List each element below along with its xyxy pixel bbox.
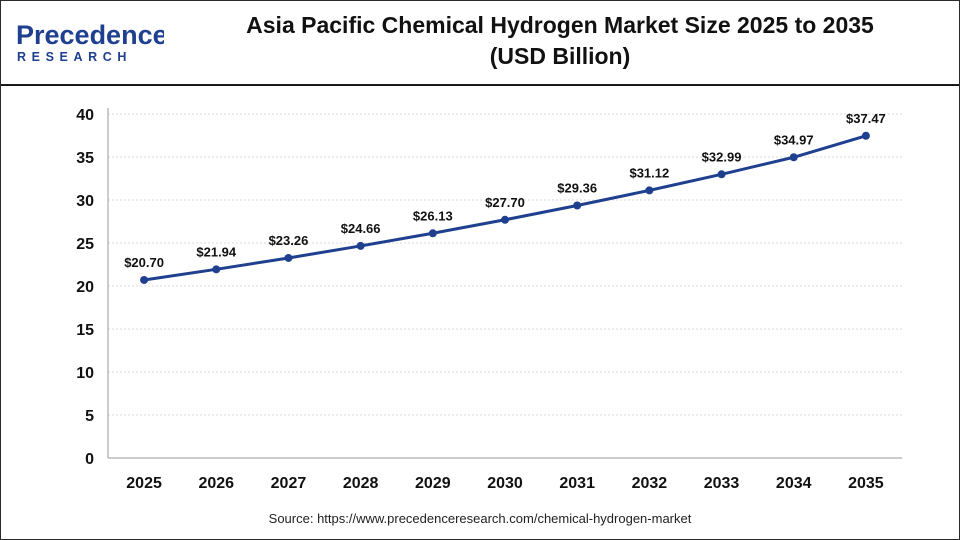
chart-title-line-1: Asia Pacific Chemical Hydrogen Market Si… xyxy=(246,12,874,38)
data-label: $23.26 xyxy=(269,233,309,248)
gridlines xyxy=(108,113,902,416)
x-tick-label: 2034 xyxy=(776,475,812,492)
chart-title-line-2: (USD Billion) xyxy=(489,43,631,69)
y-tick-label: 40 xyxy=(76,107,94,124)
x-tick-label: 2030 xyxy=(487,475,523,492)
x-tick-label: 2028 xyxy=(343,475,379,492)
source-note: Source: https://www.precedenceresearch.c… xyxy=(268,511,692,526)
data-label: $27.70 xyxy=(485,195,525,210)
x-tick-label: 2033 xyxy=(704,475,740,492)
precedence-research-logo: Precedence RESEARCH xyxy=(16,20,164,64)
chart-title: Asia Pacific Chemical Hydrogen Market Si… xyxy=(190,10,930,72)
y-tick-label: 35 xyxy=(76,150,94,167)
y-tick-label: 10 xyxy=(76,365,94,382)
data-point xyxy=(573,201,582,210)
x-tick-label: 2032 xyxy=(632,475,668,492)
y-tick-label: 5 xyxy=(85,408,94,425)
data-point xyxy=(861,131,870,140)
data-point xyxy=(356,241,365,250)
data-label: $24.66 xyxy=(341,221,381,236)
data-point xyxy=(212,265,221,274)
x-tick-label: 2027 xyxy=(271,475,307,492)
y-tick-label: 25 xyxy=(76,236,94,253)
data-label: $34.97 xyxy=(774,132,814,147)
x-tick-label: 2035 xyxy=(848,475,884,492)
y-tick-label: 20 xyxy=(76,279,94,296)
y-tick-label: 0 xyxy=(85,451,94,468)
data-label: $29.36 xyxy=(557,181,597,196)
logo-wordmark: Precedence xyxy=(16,20,164,50)
y-tick-label: 30 xyxy=(76,193,94,210)
data-point xyxy=(284,253,293,262)
data-point xyxy=(140,275,149,284)
data-point xyxy=(789,153,798,162)
y-tick-label: 15 xyxy=(76,322,94,339)
chart-header: Precedence RESEARCH Asia Pacific Chemica… xyxy=(0,0,960,86)
x-tick-label: 2025 xyxy=(126,475,162,492)
data-label: $26.13 xyxy=(413,208,453,223)
x-tick-label: 2026 xyxy=(198,475,234,492)
data-point xyxy=(717,170,726,179)
data-label: $32.99 xyxy=(702,149,742,164)
series-layer xyxy=(140,131,870,284)
data-point xyxy=(428,229,437,238)
x-tick-label: 2029 xyxy=(415,475,451,492)
data-label: $20.70 xyxy=(124,255,164,270)
logo-subtitle: RESEARCH xyxy=(17,50,132,64)
data-point xyxy=(501,215,509,224)
data-label: $21.94 xyxy=(196,244,237,259)
data-point xyxy=(645,186,654,195)
x-tick-label: 2031 xyxy=(559,475,595,492)
data-label: $37.47 xyxy=(846,111,886,126)
data-labels: $20.70 $21.94 $23.26 $24.66 $26.13 $27.70 $29.… xyxy=(124,111,886,270)
data-label: $31.12 xyxy=(629,165,669,180)
